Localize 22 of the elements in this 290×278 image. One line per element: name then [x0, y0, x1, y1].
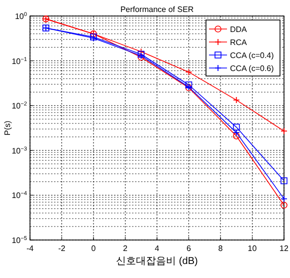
- y-axis-title: P(s): [3, 120, 12, 136]
- y-tick-label: 10$^{−3}$: [12, 146, 27, 156]
- legend-label: DDA: [230, 25, 248, 34]
- y-tick-label: 10$^{−2}$: [12, 102, 27, 111]
- y-tick-label: 10$^{−5}$: [12, 236, 27, 245]
- x-tick-label: 12: [280, 244, 289, 253]
- legend-label: RCA: [230, 38, 248, 47]
- x-tick-label: 4: [154, 244, 160, 253]
- x-tick-label: 2: [123, 244, 128, 253]
- x-axis-title: 신호대잡음비 (dB): [116, 256, 198, 267]
- y-tick-label: 10$^{0}$: [14, 12, 27, 21]
- legend-label: CCA (c=0.6): [230, 64, 274, 73]
- x-tick-label: 0: [91, 244, 96, 253]
- y-tick-label: 10$^{−1}$: [12, 56, 27, 66]
- x-tick-label: -2: [58, 244, 66, 253]
- x-tick-label: 10: [248, 244, 258, 253]
- y-tick-label: 10$^{−4}$: [12, 191, 27, 200]
- x-tick-label: -4: [26, 244, 34, 253]
- x-tick-label: 8: [218, 244, 224, 253]
- legend-label: CCA (c=0.4): [230, 51, 274, 60]
- chart-title: Performance of SER: [120, 5, 194, 14]
- x-tick-label: 6: [186, 244, 192, 253]
